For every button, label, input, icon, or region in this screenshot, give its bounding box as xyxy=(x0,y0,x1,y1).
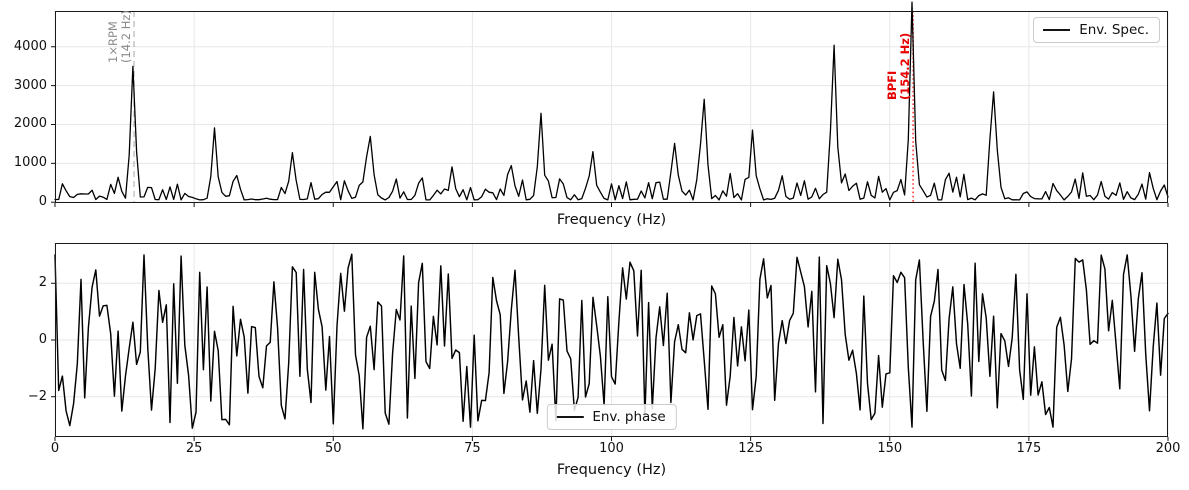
envelope-phase-xtick-label: 75 xyxy=(464,441,481,456)
envelope-phase-xtick-label: 175 xyxy=(1016,441,1042,456)
envelope-phase-ytick-label: 2 xyxy=(38,275,47,291)
envelope-phase-xtick-label: 100 xyxy=(599,441,624,456)
env-phase-legend-label: Env. phase xyxy=(592,409,666,425)
envelope-phase-ytick-label: 0 xyxy=(38,332,47,347)
rpm-annotation-line2: (14.2 Hz) xyxy=(119,10,134,63)
env-phase-legend-line-sample xyxy=(556,416,584,418)
envelope-phase-xtick-label: 0 xyxy=(50,441,60,456)
env-spec-legend-label: Env. Spec. xyxy=(1079,22,1149,38)
env-spec-legend-line-sample xyxy=(1043,29,1071,31)
envelope-spectrum-ytick-label: 4000 xyxy=(13,38,47,54)
envelope-phase-ytick-label: −2 xyxy=(27,388,47,404)
envelope-spectrum-ytick-label: 3000 xyxy=(13,77,47,93)
envelope-phase-xtick-label: 25 xyxy=(185,441,203,456)
envelope-phase-plot: Env. phase xyxy=(51,243,1169,441)
envelope-phase-xtick-label: 50 xyxy=(324,441,342,456)
bottom-xaxis-label: Frequency (Hz) xyxy=(556,462,667,478)
envelope-spectrum-ytick-label: 2000 xyxy=(13,116,47,132)
env-spec-legend: Env. Spec. xyxy=(1033,17,1160,43)
bpfi-annotation-line2: (154.2 Hz) xyxy=(898,32,913,100)
top-xaxis-label: Frequency (Hz) xyxy=(556,212,667,228)
envelope-phase-xtick-label: 150 xyxy=(877,441,903,456)
bpfi-annotation: BPFI (154.2 Hz) xyxy=(885,32,913,100)
envelope-phase-xtick-label: 200 xyxy=(1155,441,1181,456)
envelope-phase-xtick-label: 125 xyxy=(738,441,764,456)
rpm-annotation: 1×RPM (14.2 Hz) xyxy=(106,10,134,63)
envelope-spectrum-canvas xyxy=(51,1,1169,207)
envelope-spectrum-plot: 1×RPM (14.2 Hz) BPFI (154.2 Hz) Env. Spe… xyxy=(51,1,1169,207)
envelope-spectrum-ytick-label: 1000 xyxy=(13,155,47,171)
envelope-spectrum-ytick-label: 0 xyxy=(38,194,47,210)
env-phase-legend: Env. phase xyxy=(546,404,677,430)
